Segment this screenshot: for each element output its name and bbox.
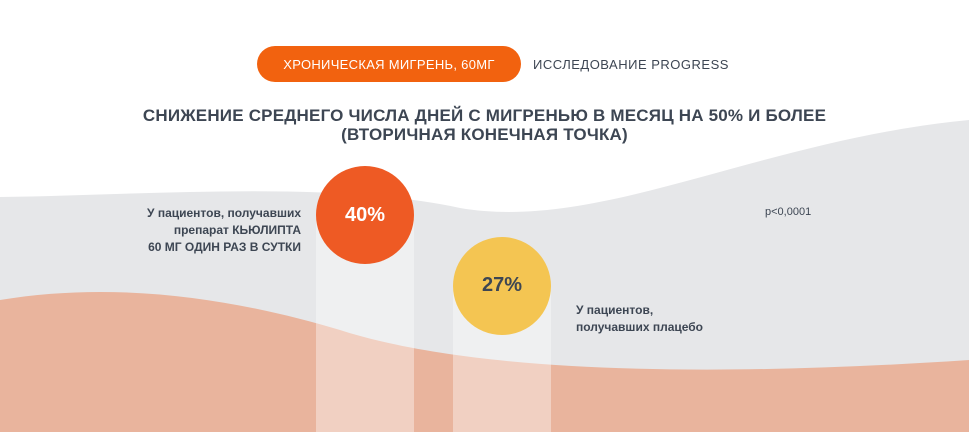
chart-title-line-1: СНИЖЕНИЕ СРЕДНЕГО ЧИСЛА ДНЕЙ С МИГРЕНЬЮ … [142,106,827,125]
p-value-annotation: p<0,0001 [765,206,812,218]
category-label-drug-line: препарат КЬЮЛИПТА [173,223,301,237]
category-label-drug-line: 60 МГ ОДИН РАЗ В СУТКИ [148,240,301,254]
value-label-drug: 40% [344,203,386,226]
chart-title-line-2: (ВТОРИЧНАЯ КОНЕЧНАЯ ТОЧКА) [341,125,628,144]
category-label-drug-line: У пациентов, получавших [147,206,301,220]
value-label-placebo: 27% [481,274,523,297]
category-label-placebo: У пациентов, получавших плацебо [576,302,703,336]
category-label-placebo-line: У пациентов, [576,303,654,317]
salmon-wave [0,291,969,432]
category-label-drug: У пациентов, получавших препарат КЬЮЛИПТ… [147,205,301,256]
condition-badge: ХРОНИЧЕСКАЯ МИГРЕНЬ, 60МГ [257,46,521,82]
value-circle-drug: 40% [316,166,414,265]
value-circle-placebo: 27% [453,236,551,335]
category-label-placebo-line: получавших плацебо [576,320,704,334]
study-name: ИССЛЕДОВАНИЕ PROGRESS [533,57,729,72]
